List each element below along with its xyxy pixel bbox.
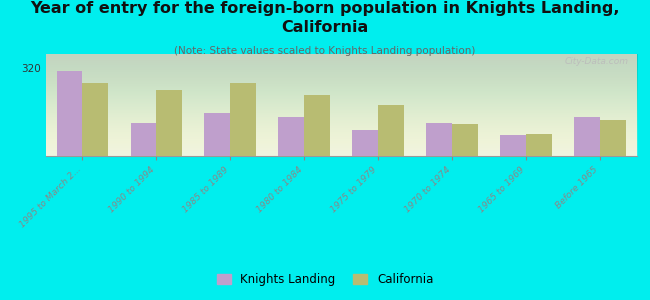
Bar [83, 83, 109, 156]
Bar [205, 113, 230, 156]
Bar [157, 90, 182, 156]
Bar [230, 83, 256, 156]
Bar [426, 123, 452, 156]
Bar [131, 123, 157, 156]
Text: Year of entry for the foreign-born population in Knights Landing,
California: Year of entry for the foreign-born popul… [31, 2, 619, 35]
Bar [352, 130, 378, 156]
Bar [452, 124, 478, 156]
Text: (Note: State values scaled to Knights Landing population): (Note: State values scaled to Knights La… [174, 46, 476, 56]
Bar [526, 134, 552, 156]
Bar [600, 120, 626, 156]
Bar [500, 135, 526, 156]
Bar [278, 117, 304, 156]
Bar [378, 105, 404, 156]
Bar [57, 70, 83, 156]
Bar [574, 117, 600, 156]
Text: City-Data.com: City-Data.com [564, 57, 628, 66]
Bar [304, 95, 330, 156]
Legend: Knights Landing, California: Knights Landing, California [212, 269, 438, 291]
